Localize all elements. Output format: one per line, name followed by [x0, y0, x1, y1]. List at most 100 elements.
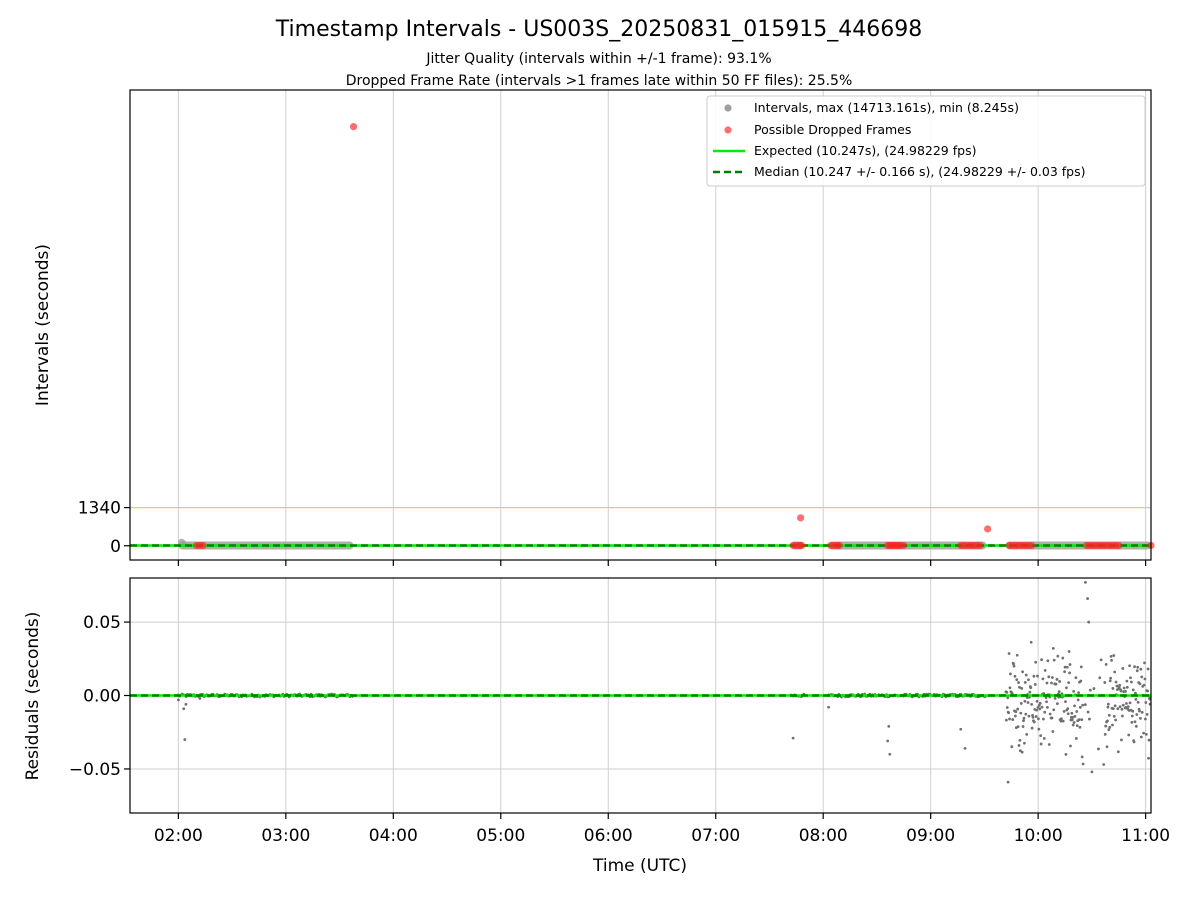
residual-point	[1125, 702, 1128, 705]
residual-point	[1081, 762, 1085, 766]
residual-point	[1121, 667, 1125, 670]
residual-point	[1071, 716, 1075, 719]
residual-point	[1134, 691, 1137, 695]
residual-point	[1081, 703, 1085, 707]
residual-point	[1038, 707, 1042, 711]
residual-point	[1104, 663, 1108, 666]
residual-point	[1143, 661, 1146, 665]
residual-point	[1051, 646, 1055, 650]
residual-point	[1047, 675, 1051, 679]
residual-point	[1016, 725, 1020, 729]
residual-point	[1140, 675, 1144, 679]
residual-point	[1017, 744, 1021, 747]
residual-point	[1025, 696, 1029, 699]
residual-point	[1116, 707, 1120, 711]
residual-point	[1136, 700, 1140, 704]
x-tick-label: 10:00	[1014, 826, 1063, 846]
residual-point	[1007, 652, 1011, 655]
residual-point	[1074, 737, 1078, 740]
residual-point	[1037, 727, 1041, 731]
residual-point	[1078, 705, 1082, 709]
residual-point	[1018, 685, 1021, 689]
x-tick-label: 02:00	[154, 826, 203, 846]
residual-point	[183, 738, 187, 741]
residual-point	[1143, 677, 1147, 681]
residual-point	[1099, 658, 1103, 662]
residual-point	[1113, 704, 1117, 708]
residual-point	[1122, 686, 1126, 690]
residual-point	[1102, 763, 1106, 766]
residual-point	[1106, 705, 1110, 709]
intervals-y-axis-label: Intervals (seconds)	[33, 244, 53, 406]
residuals-panel: −0.05 0.00 0.05 02:00 03:00 04:00 05:00 06:00 07…	[23, 577, 1170, 876]
residual-point	[1126, 705, 1130, 709]
residual-point	[1046, 659, 1050, 663]
residual-point	[1134, 724, 1138, 728]
residual-point	[1115, 684, 1119, 688]
residual-point	[1051, 730, 1055, 733]
residual-point	[1052, 708, 1056, 712]
residual-point	[1135, 713, 1139, 716]
residual-point	[1045, 681, 1049, 685]
dropped-frame-point	[199, 541, 207, 550]
dropped-frame-subtitle: Dropped Frame Rate (intervals >1 frames …	[346, 73, 853, 89]
residual-point	[1007, 711, 1011, 715]
residual-point	[1029, 686, 1033, 690]
residual-point	[1065, 665, 1069, 669]
residual-point	[1146, 689, 1150, 693]
intervals-ticks: 0 1340	[78, 499, 1147, 566]
residual-point	[1111, 707, 1115, 711]
residual-point	[1053, 696, 1057, 700]
residual-point	[1064, 700, 1067, 704]
residual-point	[1009, 672, 1012, 676]
intervals-y-tick-label: 0	[110, 537, 121, 557]
residual-point	[1043, 710, 1047, 714]
intervals-y-tick-label: 1340	[78, 499, 121, 519]
residual-point	[1067, 681, 1071, 685]
residual-point	[1035, 699, 1039, 703]
residual-point	[1026, 701, 1030, 704]
dropped-frame-point	[798, 541, 806, 550]
residual-point	[1131, 709, 1135, 713]
residual-point	[1017, 681, 1020, 684]
residual-point	[1116, 750, 1120, 754]
residual-point	[1130, 720, 1134, 724]
residual-point	[886, 739, 890, 743]
x-tick-label: 06:00	[584, 826, 633, 846]
residual-point	[1132, 740, 1136, 744]
residual-point	[1080, 718, 1084, 722]
residual-point	[1113, 670, 1117, 674]
residual-point	[1121, 703, 1125, 707]
residual-point	[887, 724, 891, 728]
residual-point	[1139, 667, 1143, 671]
residual-point	[1051, 676, 1054, 679]
residual-point	[1078, 725, 1082, 729]
residual-point	[1055, 702, 1059, 706]
residual-point	[1142, 731, 1145, 735]
residual-point	[1077, 691, 1080, 695]
residual-point	[1092, 687, 1096, 690]
residual-point	[1054, 682, 1058, 686]
x-axis-label: Time (UTC)	[592, 856, 687, 876]
dropped-frame-point	[984, 525, 992, 533]
residual-point	[1120, 738, 1123, 742]
residual-point	[1075, 724, 1079, 728]
residuals-y-tick-label: −0.05	[69, 760, 121, 780]
residual-point	[1030, 726, 1034, 730]
residual-point	[1075, 710, 1079, 713]
dropped-frame-point	[835, 541, 843, 550]
residual-point	[1127, 733, 1131, 737]
legend: Intervals, max (14713.161s), min (8.245s…	[706, 95, 1146, 187]
residual-point	[1034, 660, 1038, 664]
dropped-frame-point	[349, 123, 358, 131]
residual-point	[1012, 664, 1016, 668]
residuals-y-tick-label: 0.05	[83, 613, 121, 633]
residual-point	[1073, 704, 1076, 708]
residual-point	[1088, 717, 1091, 721]
residual-point	[1020, 750, 1024, 754]
residual-point	[1006, 696, 1010, 700]
residual-point	[1050, 716, 1054, 720]
residual-point	[1033, 683, 1037, 686]
residual-point	[1080, 755, 1084, 759]
residual-point	[963, 746, 967, 750]
